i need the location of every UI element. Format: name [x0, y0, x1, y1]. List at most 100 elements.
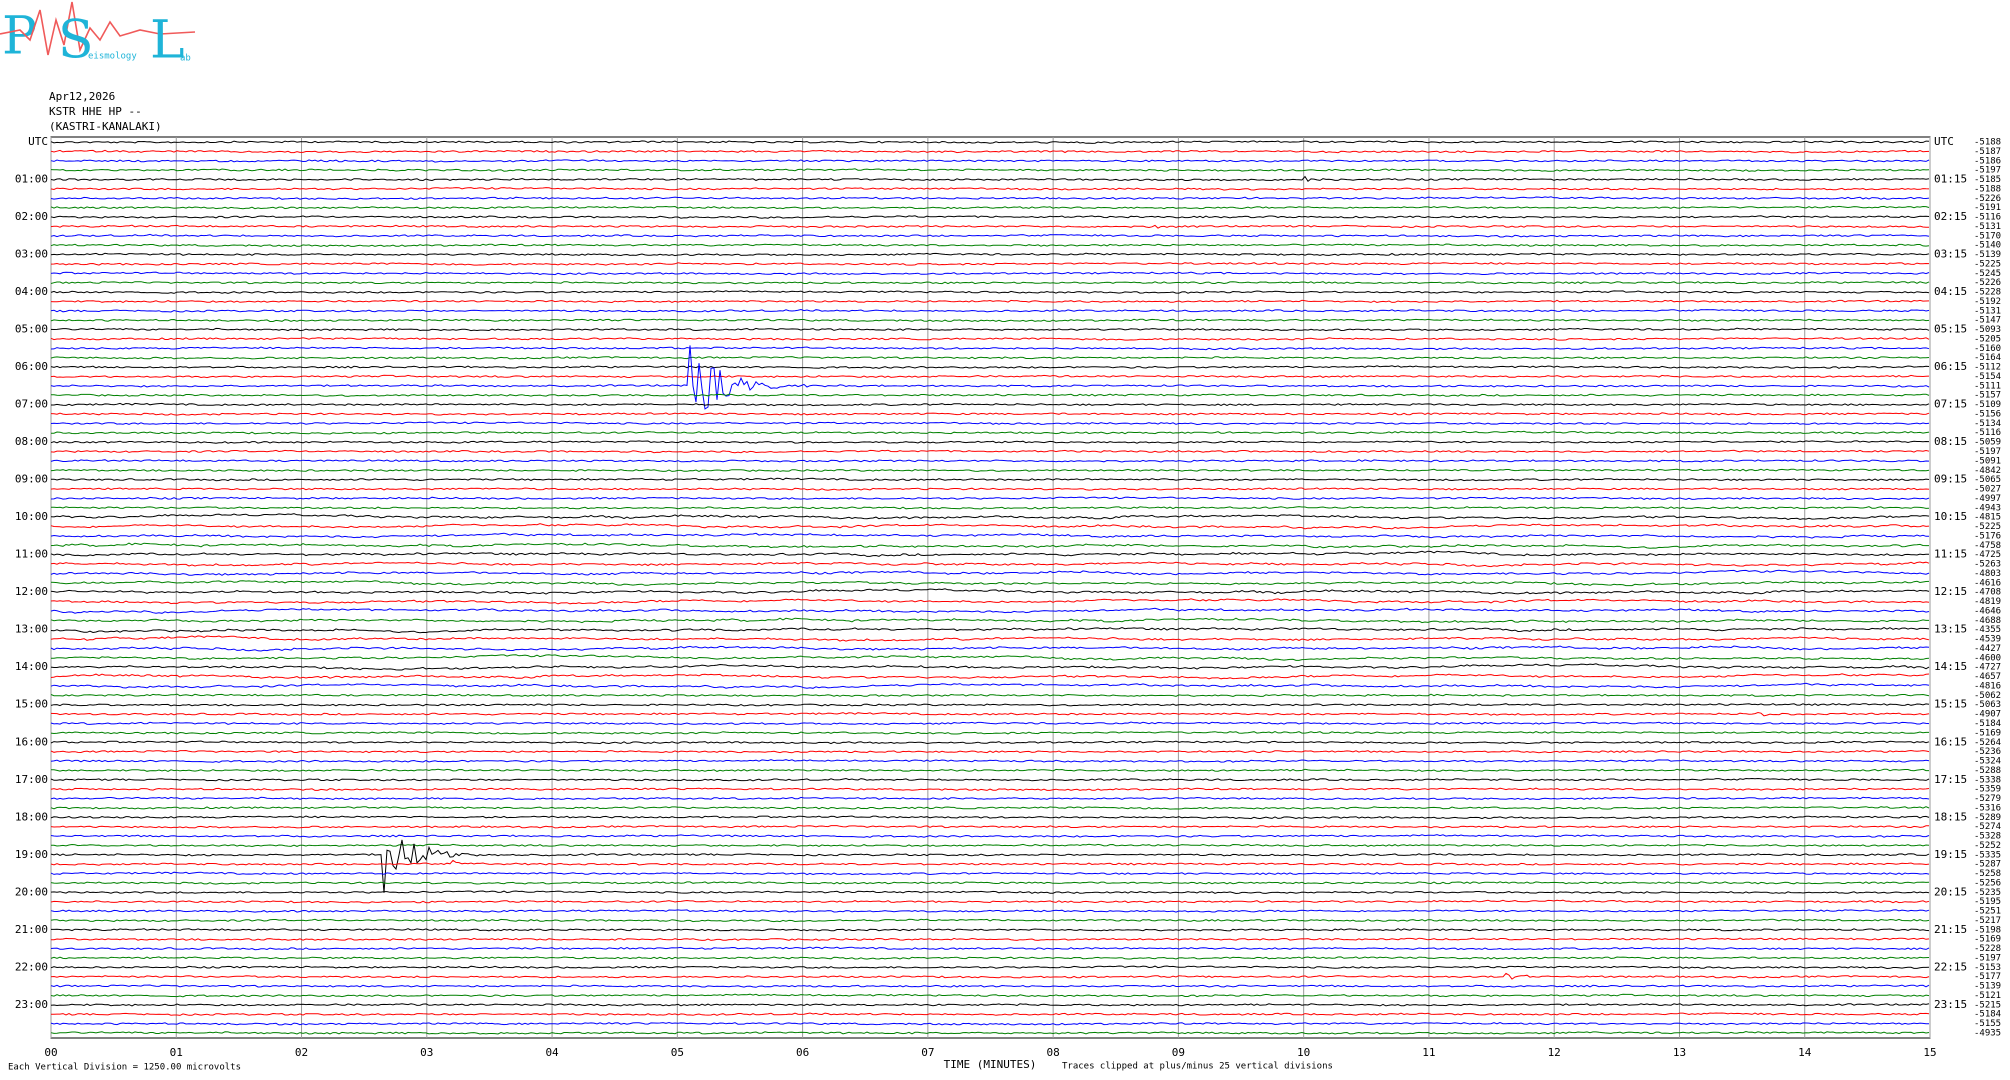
left-time-label: 17:00	[15, 773, 48, 786]
trace	[50, 168, 1930, 172]
offset-label: -4803	[1974, 569, 2001, 579]
left-time-label: UTC	[28, 135, 48, 148]
trace	[50, 487, 1930, 491]
clip-note: Traces clipped at plus/minus 25 vertical…	[1062, 1062, 1333, 1072]
offset-label: -5258	[1974, 869, 2001, 879]
offset-label: -4997	[1974, 494, 2001, 504]
offset-label: -5338	[1974, 775, 2001, 785]
trace	[51, 928, 1930, 932]
left-time-label: 03:00	[15, 248, 48, 261]
trace	[50, 412, 1930, 416]
trace	[50, 1003, 1930, 1007]
trace	[50, 1012, 1930, 1016]
trace	[50, 224, 1930, 229]
offset-label: -5274	[1974, 822, 2001, 832]
trace	[50, 909, 1930, 913]
plot-frame	[50, 136, 1931, 1039]
left-time-label: 16:00	[15, 735, 48, 748]
offset-label: -5226	[1974, 278, 2001, 288]
traces	[50, 140, 1930, 1035]
right-time-label: 18:15	[1934, 810, 1967, 823]
offset-label: -5177	[1974, 972, 2001, 982]
offset-label: -5131	[1974, 306, 2001, 316]
x-tick-label: 14	[1798, 1046, 1812, 1059]
trace	[50, 496, 1930, 501]
trace	[50, 759, 1930, 763]
offset-label: -5176	[1974, 531, 2001, 541]
left-time-label: 04:00	[15, 285, 48, 298]
x-tick-label: 04	[545, 1046, 559, 1059]
left-time-label: 10:00	[15, 510, 48, 523]
x-tick-label: 15	[1923, 1046, 1936, 1059]
trace	[50, 243, 1930, 248]
offset-label: -4600	[1974, 653, 2001, 663]
offset-label: -4708	[1974, 588, 2001, 598]
trace	[50, 711, 1930, 717]
trace	[50, 937, 1930, 941]
right-time-label: 06:15	[1934, 360, 1967, 373]
offset-label: -4727	[1974, 663, 2001, 673]
left-time-label: 08:00	[15, 435, 48, 448]
trace	[50, 993, 1930, 998]
trace	[50, 365, 1930, 369]
right-time-label: 01:15	[1934, 173, 1967, 186]
right-time-label: UTC	[1934, 135, 1954, 148]
offset-label: -5217	[1974, 916, 2001, 926]
offset-label: -5191	[1974, 203, 2001, 213]
offset-label: -5139	[1974, 982, 2001, 992]
trace	[50, 834, 1930, 838]
offset-label: -5197	[1974, 447, 2001, 457]
offset-label: -5215	[1974, 1000, 2001, 1010]
trace	[50, 617, 1929, 624]
offset-label: -5263	[1974, 560, 2001, 570]
offset-label: -5147	[1974, 316, 2001, 326]
trace	[51, 477, 1930, 482]
trace	[50, 693, 1930, 698]
trace	[50, 965, 1930, 970]
x-tick-label: 13	[1673, 1046, 1686, 1059]
left-time-label: 23:00	[15, 998, 48, 1011]
offset-label: -5116	[1974, 428, 2001, 438]
right-time-label: 02:15	[1934, 210, 1967, 223]
offset-label: -5264	[1974, 738, 2001, 748]
trace	[50, 984, 1930, 988]
offset-label: -5245	[1974, 269, 2001, 279]
trace	[50, 271, 1930, 276]
right-time-label: 14:15	[1934, 660, 1967, 673]
logo-letter: L	[150, 11, 185, 71]
offset-label: -4616	[1974, 578, 2001, 588]
trace	[50, 233, 1930, 238]
offset-label: -4646	[1974, 606, 2001, 616]
trace	[50, 356, 1930, 360]
trace	[50, 777, 1930, 782]
x-tick-label: 02	[295, 1046, 308, 1059]
trace	[50, 149, 1930, 154]
offset-label: -5335	[1974, 850, 2001, 860]
x-tick-label: 07	[921, 1046, 934, 1059]
trace	[50, 430, 1930, 435]
right-time-label: 13:15	[1934, 623, 1967, 636]
offset-label: -5324	[1974, 757, 2001, 767]
right-time-label: 09:15	[1934, 473, 1967, 486]
offset-label: -5288	[1974, 766, 2001, 776]
offset-label: -5228	[1974, 288, 2001, 298]
right-time-label: 16:15	[1934, 735, 1967, 748]
offset-label: -5252	[1974, 841, 2001, 851]
trace	[51, 402, 1930, 407]
x-tick-label: 12	[1548, 1046, 1561, 1059]
right-time-label: 21:15	[1934, 923, 1967, 936]
trace	[50, 721, 1930, 726]
trace	[50, 749, 1930, 754]
trace	[50, 703, 1930, 707]
header-station: KSTR HHE HP --	[49, 105, 142, 118]
offset-label: -5116	[1974, 213, 2001, 223]
offset-label: -5279	[1974, 794, 2001, 804]
trace	[50, 550, 1930, 557]
trace	[50, 881, 1930, 885]
left-time-label: 22:00	[15, 960, 48, 973]
trace	[50, 1030, 1930, 1035]
x-tick-label: 09	[1172, 1046, 1185, 1059]
offset-label: -5153	[1974, 963, 2001, 973]
trace	[50, 299, 1930, 304]
